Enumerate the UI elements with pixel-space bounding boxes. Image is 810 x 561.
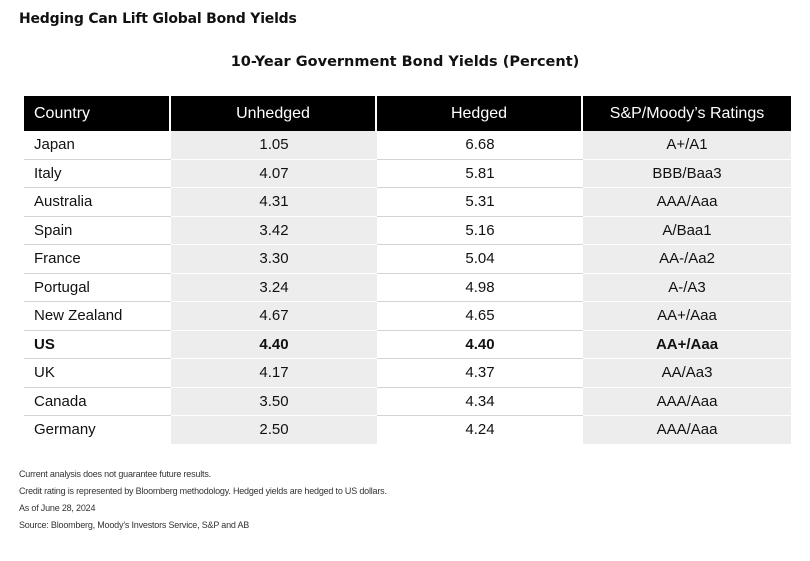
hedged-cell: 5.81 (377, 159, 583, 188)
country-cell: Portugal (24, 273, 171, 302)
country-cell: Germany (24, 416, 171, 444)
unhedged-cell: 3.42 (171, 216, 377, 245)
hedged-cell: 4.98 (377, 273, 583, 302)
hedged-cell: 5.16 (377, 216, 583, 245)
table-row: UK 4.17 4.37 AA/Aa3 (24, 359, 791, 388)
rating-cell: AA+/Aaa (583, 302, 791, 331)
country-cell: Canada (24, 387, 171, 416)
hedged-cell: 4.34 (377, 387, 583, 416)
page-title: Hedging Can Lift Global Bond Yields (19, 11, 297, 27)
table-row: Germany 2.50 4.24 AAA/Aaa (24, 416, 791, 444)
rating-cell: AA/Aa3 (583, 359, 791, 388)
rating-cell: AA-/Aa2 (583, 245, 791, 274)
unhedged-cell: 3.24 (171, 273, 377, 302)
unhedged-cell: 3.30 (171, 245, 377, 274)
rating-cell: A+/A1 (583, 131, 791, 160)
unhedged-cell: 3.50 (171, 387, 377, 416)
table-row: Italy 4.07 5.81 BBB/Baa3 (24, 159, 791, 188)
country-cell: Japan (24, 131, 171, 160)
table-row: Spain 3.42 5.16 A/Baa1 (24, 216, 791, 245)
country-cell: UK (24, 359, 171, 388)
unhedged-cell: 4.31 (171, 188, 377, 217)
hedged-cell: 6.68 (377, 131, 583, 160)
footnotes: Current analysis does not guarantee futu… (19, 466, 387, 534)
table-row: Japan 1.05 6.68 A+/A1 (24, 131, 791, 160)
table-row: France 3.30 5.04 AA-/Aa2 (24, 245, 791, 274)
unhedged-cell: 1.05 (171, 131, 377, 160)
table-title: 10-Year Government Bond Yields (Percent) (230, 54, 580, 70)
hedged-cell: 4.65 (377, 302, 583, 331)
column-header-country: Country (24, 96, 171, 131)
table-row: New Zealand 4.67 4.65 AA+/Aaa (24, 302, 791, 331)
rating-cell: AAA/Aaa (583, 416, 791, 444)
unhedged-cell: 4.67 (171, 302, 377, 331)
footnote-disclaimer: Current analysis does not guarantee futu… (19, 469, 211, 479)
hedged-cell: 4.40 (377, 330, 583, 359)
table-row: Canada 3.50 4.34 AAA/Aaa (24, 387, 791, 416)
table-row: Portugal 3.24 4.98 A-/A3 (24, 273, 791, 302)
country-cell: US (24, 330, 171, 359)
unhedged-cell: 2.50 (171, 416, 377, 444)
table-body: Japan 1.05 6.68 A+/A1 Italy 4.07 5.81 BBB/Baa3 A… (24, 131, 791, 444)
bond-yields-table: Country Unhedged Hedged S&P/Moody’s Rati… (24, 96, 791, 444)
footnote-date: As of June 28, 2024 (19, 503, 96, 513)
footnote-methodology: Credit rating is represented by Bloomber… (19, 486, 387, 496)
column-header-hedged: Hedged (377, 96, 583, 131)
country-cell: Australia (24, 188, 171, 217)
hedged-cell: 4.37 (377, 359, 583, 388)
rating-cell: AAA/Aaa (583, 387, 791, 416)
unhedged-cell: 4.07 (171, 159, 377, 188)
hedged-cell: 5.04 (377, 245, 583, 274)
country-cell: France (24, 245, 171, 274)
footnote-source: Source: Bloomberg, Moody’s Investors Ser… (19, 520, 250, 530)
rating-cell: AAA/Aaa (583, 188, 791, 217)
table-row: US 4.40 4.40 AA+/Aaa (24, 330, 791, 359)
country-cell: Italy (24, 159, 171, 188)
rating-cell: A/Baa1 (583, 216, 791, 245)
rating-cell: BBB/Baa3 (583, 159, 791, 188)
hedged-cell: 4.24 (377, 416, 583, 444)
hedged-cell: 5.31 (377, 188, 583, 217)
table-header-row: Country Unhedged Hedged S&P/Moody’s Rati… (24, 96, 791, 131)
column-header-unhedged: Unhedged (171, 96, 377, 131)
table-row: Australia 4.31 5.31 AAA/Aaa (24, 188, 791, 217)
unhedged-cell: 4.40 (171, 330, 377, 359)
column-header-ratings: S&P/Moody’s Ratings (583, 96, 791, 131)
rating-cell: A-/A3 (583, 273, 791, 302)
country-cell: Spain (24, 216, 171, 245)
rating-cell: AA+/Aaa (583, 330, 791, 359)
country-cell: New Zealand (24, 302, 171, 331)
unhedged-cell: 4.17 (171, 359, 377, 388)
